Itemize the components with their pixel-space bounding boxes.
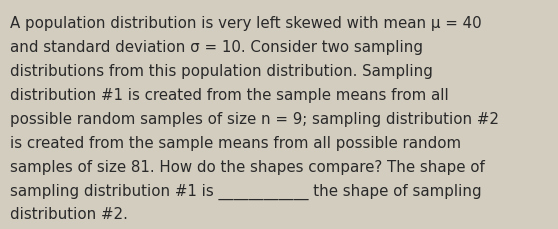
Text: is created from the sample means from all possible random: is created from the sample means from al… bbox=[10, 135, 461, 150]
Text: A population distribution is very left skewed with mean μ = 40: A population distribution is very left s… bbox=[10, 16, 482, 31]
Text: distribution #1 is created from the sample means from all: distribution #1 is created from the samp… bbox=[10, 87, 449, 102]
Text: and standard deviation σ = 10. Consider two sampling: and standard deviation σ = 10. Consider … bbox=[10, 40, 423, 55]
Text: distributions from this population distribution. Sampling: distributions from this population distr… bbox=[10, 64, 433, 79]
Text: possible random samples of size n = 9; sampling distribution #2: possible random samples of size n = 9; s… bbox=[10, 111, 499, 126]
Text: distribution #2.: distribution #2. bbox=[10, 207, 128, 221]
Text: sampling distribution #1 is ____________ the shape of sampling: sampling distribution #1 is ____________… bbox=[10, 183, 482, 199]
Text: samples of size 81. How do the shapes compare? The shape of: samples of size 81. How do the shapes co… bbox=[10, 159, 485, 174]
